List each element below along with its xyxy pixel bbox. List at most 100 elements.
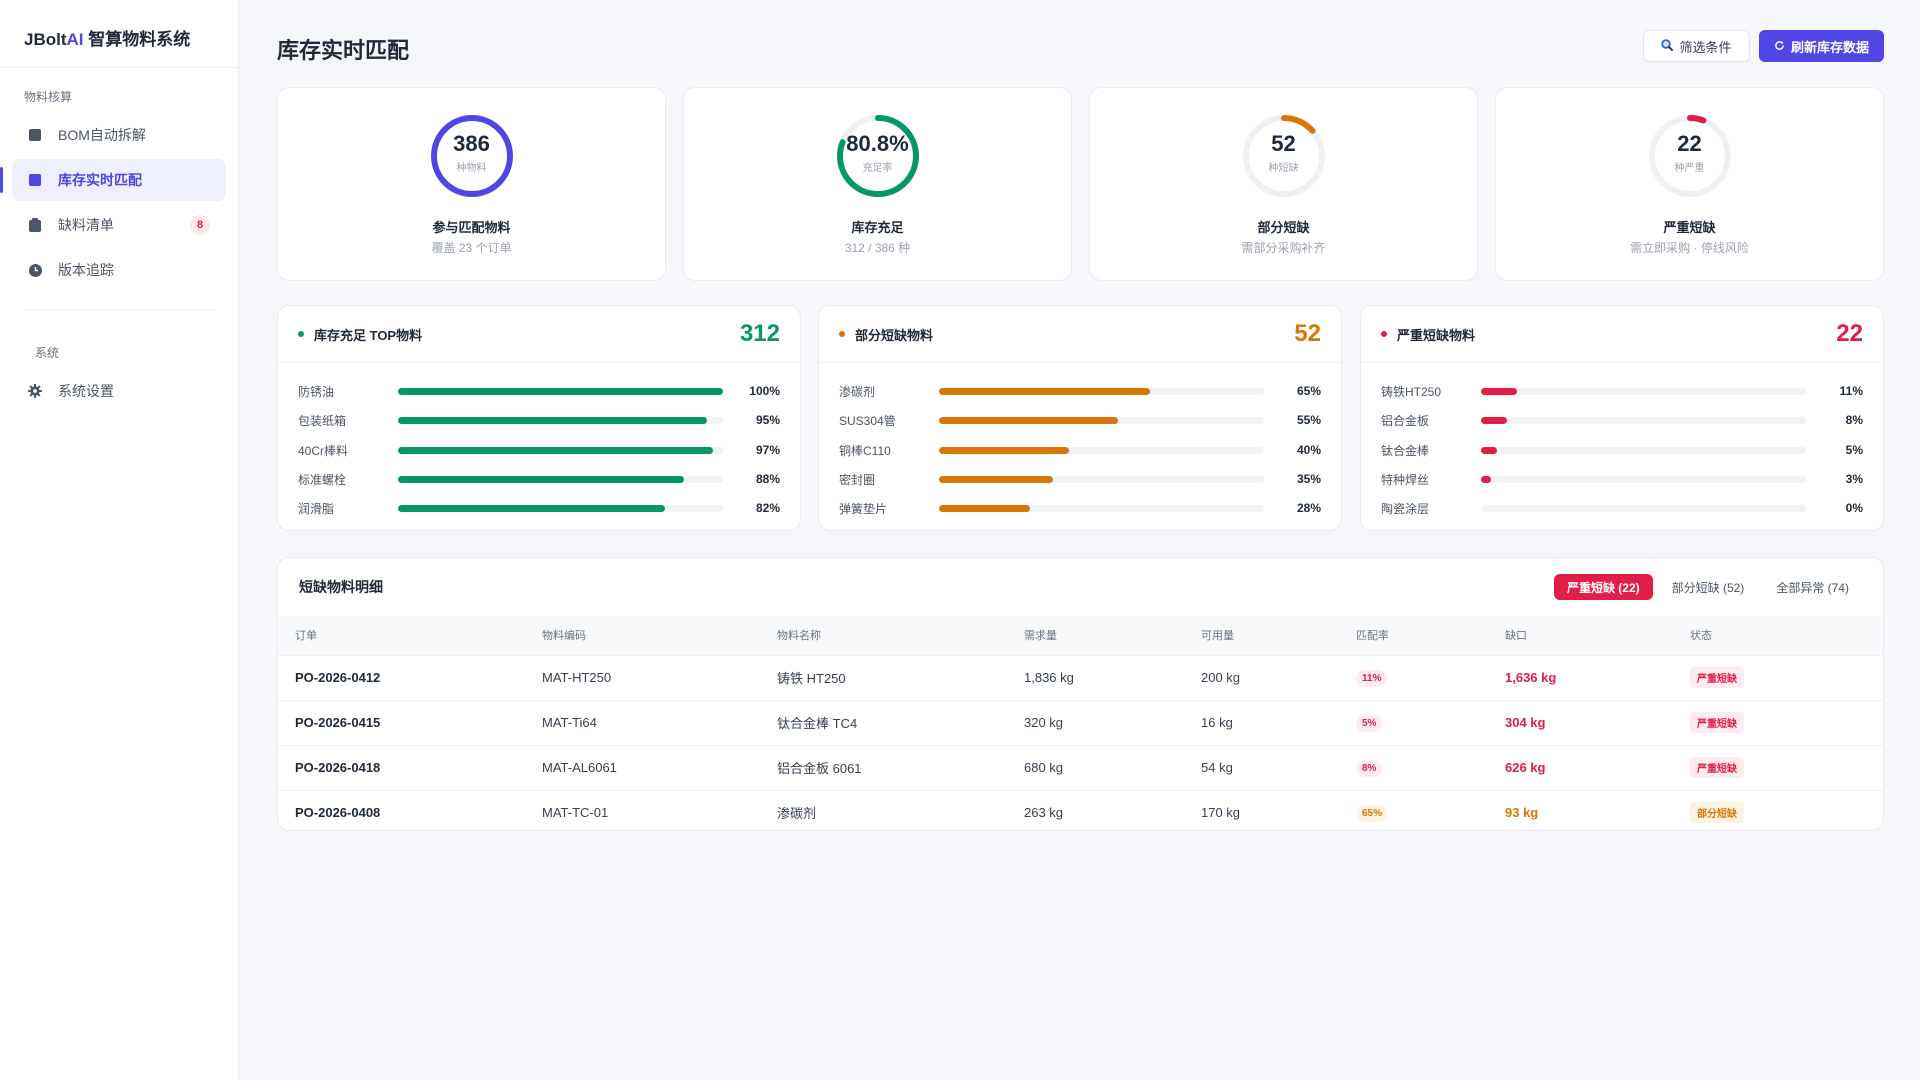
bar-track [1481, 387, 1806, 395]
material-code-cell: MAT-HT250 [542, 654, 777, 700]
kpi-ring: 52 种短缺 [1242, 114, 1326, 198]
kpi-ring: 22 种严重 [1648, 114, 1732, 198]
bar-track [398, 475, 723, 483]
match-rate-pill: 8% [1356, 759, 1383, 777]
match-rate-pill: 5% [1356, 714, 1383, 732]
kpi-value: 386 [453, 131, 490, 156]
bar-label: SUS304管 [839, 413, 896, 428]
column-header[interactable]: 物料编码 [542, 630, 586, 643]
sidebar-item-label: 版本追踪 [58, 262, 114, 278]
bar-track [398, 387, 723, 395]
material-name-cell: 渗碳剂 [777, 789, 1024, 830]
bar-fill [939, 446, 1069, 454]
order-cell: PO-2026-0415 [278, 699, 542, 745]
status-badge: 严重短缺 [1690, 667, 1744, 688]
kpi-unit: 种物料 [456, 163, 487, 174]
gap-cell: 304 kg [1505, 699, 1690, 745]
bar-label: 弹簧垫片 [839, 501, 888, 516]
bar-row: 特种焊丝 3% [1381, 469, 1863, 489]
sidebar-item-inventory-match[interactable]: 库存实时匹配 [0, 159, 226, 201]
bar-row: 40Cr棒料 97% [298, 440, 780, 460]
bar-fill [1481, 446, 1498, 454]
sidebar-item-bom[interactable]: BOM自动拆解 [12, 114, 226, 156]
status-cell: 严重短缺 [1690, 654, 1883, 700]
available-cell: 16 kg [1201, 699, 1356, 745]
kpi-ring-arc [1242, 115, 1325, 197]
panel-title: 严重短缺物料 [1397, 327, 1476, 343]
bar-label: 渗碳剂 [839, 384, 876, 399]
sidebar-item-label: 库存实时匹配 [58, 172, 142, 188]
sidebar-item-label: 系统设置 [58, 383, 114, 399]
table-header-row: 订单 物料编码 物料名称 需求量 可用量 匹配率 缺口 状态 [278, 616, 1883, 655]
material-code-cell: MAT-AL6061 [542, 744, 777, 790]
nav-divider [24, 309, 214, 310]
bar-track [398, 446, 723, 454]
kpi-ring: 80.8% 充足率 [836, 114, 920, 198]
material-name-cell: 铸铁 HT250 [777, 654, 1024, 700]
status-badge: 部分短缺 [1690, 802, 1744, 824]
column-header[interactable]: 缺口 [1505, 630, 1527, 643]
filter-button[interactable]: 筛选条件 [1643, 30, 1750, 62]
bar-fill [398, 475, 684, 483]
tab-partial-shortage[interactable]: 部分短缺 (52) [1671, 580, 1745, 595]
status-badge: 严重短缺 [1690, 712, 1744, 733]
table-row[interactable]: PO-2026-0418 MAT-AL6061 铝合金板 6061 680 kg… [278, 744, 1883, 790]
panel-dot [839, 331, 845, 337]
match-rate-cell: 11% [1356, 654, 1505, 700]
shortage-count-badge: 8 [190, 215, 210, 235]
shortage-detail-card: 短缺物料明细 严重短缺 (22) 部分短缺 (52) 全部异常 (74) 订单 … [277, 557, 1884, 831]
bar-label: 钛合金棒 [1381, 443, 1430, 458]
demand-cell: 1,836 kg [1024, 654, 1201, 700]
brand-logo[interactable]: JBoltAI 智算物料系统 [0, 0, 238, 68]
bar-value: 11% [1839, 384, 1863, 398]
sidebar-item-version-tracking[interactable]: 版本追踪 [12, 249, 226, 291]
kpi-value: 80.8% [846, 131, 909, 156]
gear-icon [28, 384, 42, 398]
shortage-table: 订单 物料编码 物料名称 需求量 可用量 匹配率 缺口 状态 PO-2026-0… [278, 616, 1883, 830]
tab-severe-shortage[interactable]: 严重短缺 (22) [1553, 574, 1653, 600]
column-header[interactable]: 状态 [1690, 630, 1712, 643]
nav-list-system: 系统设置 [0, 370, 238, 412]
sidebar-item-label: BOM自动拆解 [58, 127, 146, 143]
bar-fill [398, 387, 723, 395]
status-cell: 严重短缺 [1690, 744, 1883, 790]
refresh-inventory-button[interactable]: 刷新库存数据 [1759, 30, 1884, 62]
nav-list-material: BOM自动拆解 库存实时匹配 缺料清单 8 版本追踪 [0, 114, 238, 291]
column-header[interactable]: 物料名称 [777, 630, 821, 643]
column-header[interactable]: 匹配率 [1356, 630, 1389, 643]
tab-all-exceptions[interactable]: 全部异常 (74) [1776, 580, 1849, 595]
kpi-title: 部分短缺 [1257, 220, 1310, 235]
bar-value: 55% [1296, 413, 1321, 427]
bar-value: 3% [1845, 472, 1863, 486]
bar-label: 防锈油 [298, 384, 335, 399]
table-card-header: 短缺物料明细 严重短缺 (22) 部分短缺 (52) 全部异常 (74) [278, 558, 1883, 616]
column-header[interactable]: 需求量 [1024, 630, 1057, 643]
table-row[interactable]: PO-2026-0412 MAT-HT250 铸铁 HT250 1,836 kg… [278, 654, 1883, 700]
demand-cell: 680 kg [1024, 744, 1201, 790]
table-row[interactable]: PO-2026-0415 MAT-Ti64 钛合金棒 TC4 320 kg 16… [278, 699, 1883, 745]
gap-cell: 93 kg [1505, 789, 1690, 830]
nav-section-material: 物料核算 [24, 90, 73, 104]
order-cell: PO-2026-0418 [278, 744, 542, 790]
bar-row: 陶瓷涂层 0% [1381, 498, 1863, 518]
panel-header: 部分短缺物料 52 [819, 306, 1341, 363]
clipboard-icon [28, 218, 42, 232]
table-row[interactable]: PO-2026-0408 MAT-TC-01 渗碳剂 263 kg 170 kg… [278, 789, 1883, 830]
column-header[interactable]: 订单 [295, 630, 317, 643]
column-header[interactable]: 可用量 [1201, 630, 1234, 643]
bar-value: 95% [755, 413, 780, 427]
bar-label: 陶瓷涂层 [1381, 501, 1430, 516]
sidebar-item-settings[interactable]: 系统设置 [12, 370, 226, 412]
bar-row: 铸铁HT250 11% [1381, 381, 1863, 401]
bar-track [1481, 475, 1806, 483]
bar-track [939, 504, 1264, 512]
kpi-ring-arc [1648, 115, 1731, 197]
bar-row: 标准螺栓 88% [298, 469, 780, 489]
bar-value: 97% [755, 443, 780, 457]
brand-prefix: JBolt [24, 30, 67, 49]
sidebar-item-shortage-list[interactable]: 缺料清单 8 [12, 204, 226, 246]
material-name-cell: 铝合金板 6061 [777, 744, 1024, 790]
panel-severe-shortage: 严重短缺物料 22 铸铁HT250 11% 铝合金板 8% 钛合金棒 5% 特种焊丝 3… [1360, 305, 1884, 531]
bar-track [1481, 416, 1806, 424]
bar-fill [1481, 416, 1507, 424]
